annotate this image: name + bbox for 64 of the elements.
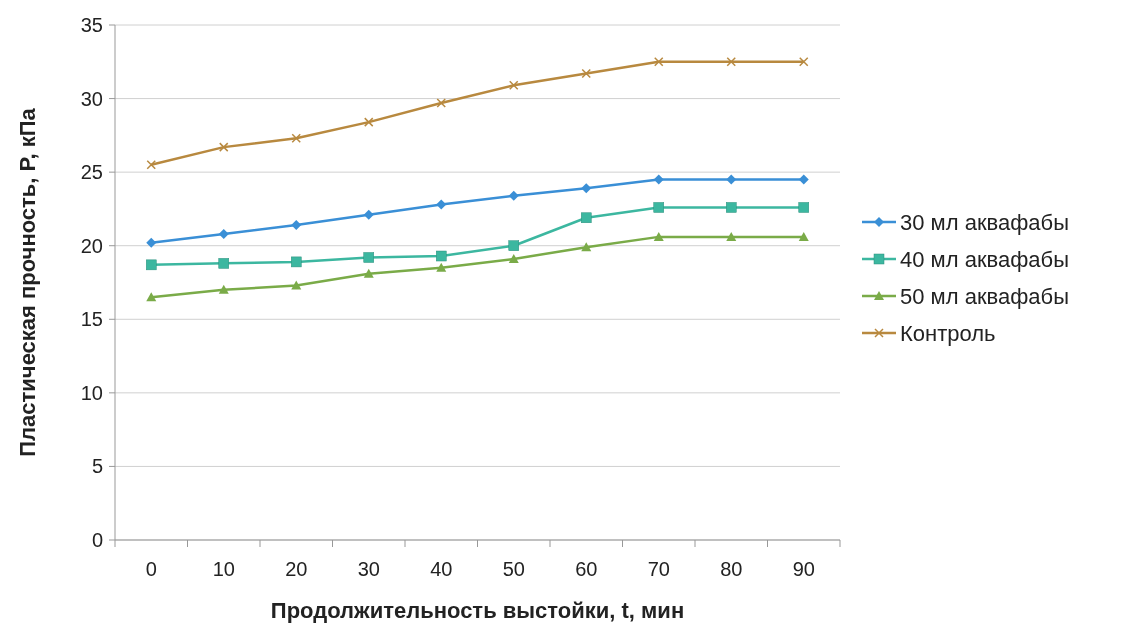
point: [653, 174, 664, 185]
x-tick-label: 60: [575, 558, 598, 580]
point: [218, 228, 229, 239]
point: [798, 174, 809, 185]
point: [509, 80, 519, 91]
point: [798, 231, 809, 241]
point: [508, 253, 519, 263]
point: [726, 174, 737, 185]
legend-label: 40 мл аквафабы: [900, 246, 1069, 272]
point: [218, 258, 229, 269]
point: [146, 237, 157, 248]
point: [146, 160, 156, 170]
point: [218, 284, 229, 294]
y-tick-label: 15: [80, 308, 103, 331]
point: [291, 220, 302, 231]
x-tick-label: 20: [285, 558, 308, 580]
point: [653, 202, 664, 213]
point: [508, 190, 519, 201]
point: [363, 268, 374, 278]
y-tick-label: 30: [80, 87, 103, 110]
y-tick-label: 35: [80, 14, 103, 36]
y-axis-title: Пластическая прочность, P, кПа: [15, 107, 40, 457]
point: [363, 209, 374, 220]
x-tick-label: 90: [792, 558, 815, 580]
legend-label: Контроль: [900, 320, 996, 346]
point: [219, 142, 229, 152]
point: [581, 212, 592, 224]
legend-label: 30 мл аквафабы: [900, 209, 1069, 235]
point: [364, 117, 374, 127]
y-tick-label: 5: [91, 455, 103, 478]
point: [146, 259, 157, 271]
point: [436, 98, 446, 108]
point: [798, 202, 809, 213]
x-tick-label: 10: [212, 558, 235, 580]
point: [508, 240, 519, 251]
point: [436, 262, 447, 272]
point: [653, 231, 664, 241]
point: [581, 183, 592, 194]
point: [291, 133, 301, 144]
x-tick-label: 50: [502, 558, 525, 580]
x-tick-label: 0: [145, 558, 157, 580]
y-tick-label: 10: [80, 381, 103, 404]
point: [726, 202, 737, 213]
x-tick-label: 80: [720, 558, 743, 580]
point: [581, 68, 591, 79]
point: [363, 252, 374, 263]
x-tick-label: 70: [647, 558, 670, 580]
legend-label: 50 мл аквафабы: [900, 283, 1069, 309]
point: [146, 292, 157, 302]
x-axis-title: Продолжительность выстойки, t, мин: [270, 598, 685, 623]
x-tick-label: 40: [430, 558, 453, 580]
point: [436, 250, 447, 262]
y-tick-label: 25: [80, 161, 103, 184]
point: [726, 231, 737, 241]
point: [654, 57, 664, 67]
y-tick-label: 0: [91, 529, 103, 551]
point: [291, 256, 302, 268]
point: [726, 57, 736, 67]
point: [291, 280, 302, 290]
point: [436, 199, 447, 210]
y-tick-label: 20: [80, 234, 103, 257]
point: [581, 242, 592, 252]
x-tick-label: 30: [357, 558, 380, 580]
point: [799, 57, 809, 67]
